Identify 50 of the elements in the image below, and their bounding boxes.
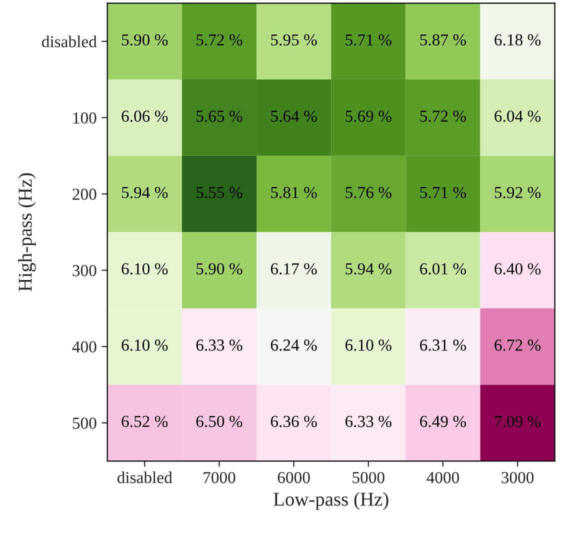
data-label: 5.65 % — [196, 110, 242, 122]
data-label: 6.01 % — [420, 263, 466, 275]
data-label: 5.71 % — [420, 186, 466, 198]
data-label: 5.87 % — [420, 34, 466, 46]
x-tick-label: 3000 — [502, 472, 534, 484]
data-label: 6.36 % — [270, 416, 317, 428]
data-label: 7.09 % — [495, 416, 541, 428]
data-label: 6.18 % — [494, 34, 541, 46]
x-tick-label: 4000 — [426, 472, 459, 484]
data-label: 6.04 % — [494, 110, 541, 122]
y-tick-label: 500 — [72, 418, 96, 429]
data-label: 6.10 % — [122, 340, 168, 351]
x-tick-label: disabled — [117, 471, 172, 484]
x-axis-title: Low-pass (Hz) — [274, 492, 388, 510]
data-label: 6.31 % — [420, 340, 466, 351]
data-label: 5.69 % — [346, 110, 392, 122]
data-label: 6.10 % — [345, 340, 392, 351]
data-label: 5.55 % — [196, 186, 242, 198]
data-label: 5.64 % — [271, 110, 317, 122]
y-tick-label: 400 — [72, 341, 96, 353]
data-label: 6.49 % — [420, 416, 466, 428]
x-tick-label: 5000 — [352, 472, 384, 484]
y-tick-label: disabled — [42, 36, 97, 48]
data-label: 6.72 % — [494, 340, 541, 351]
data-label: 6.06 % — [122, 110, 168, 122]
data-label: 5.90 % — [122, 34, 168, 46]
data-label: 6.40 % — [494, 263, 541, 275]
data-label: 5.72 % — [196, 34, 242, 46]
data-label: 5.95 % — [271, 34, 317, 46]
y-tick-label: 200 — [72, 188, 96, 200]
data-label: 6.33 % — [196, 340, 242, 351]
data-label: 5.90 % — [196, 263, 242, 275]
x-tick-label: 6000 — [278, 472, 310, 484]
y-tick-label: 100 — [73, 112, 96, 124]
data-label: 5.81 % — [271, 186, 317, 198]
data-label: 6.17 % — [270, 263, 317, 275]
x-tick-label: 7000 — [204, 472, 236, 484]
y-axis-title: High-pass (Hz) — [18, 173, 36, 292]
data-label: 5.71 % — [346, 34, 392, 46]
data-label: 6.50 % — [196, 416, 242, 428]
y-tick-label: 300 — [72, 264, 96, 276]
data-label: 5.94 % — [346, 263, 392, 275]
data-label: 6.33 % — [345, 416, 392, 428]
data-label: 6.24 % — [270, 340, 317, 351]
data-label: 5.94 % — [122, 186, 168, 198]
data-label: 6.52 % — [122, 416, 168, 428]
data-label: 5.72 % — [420, 110, 466, 122]
data-label: 5.92 % — [494, 186, 541, 198]
data-label: 5.76 % — [346, 186, 392, 198]
data-label: 6.10 % — [122, 263, 168, 275]
